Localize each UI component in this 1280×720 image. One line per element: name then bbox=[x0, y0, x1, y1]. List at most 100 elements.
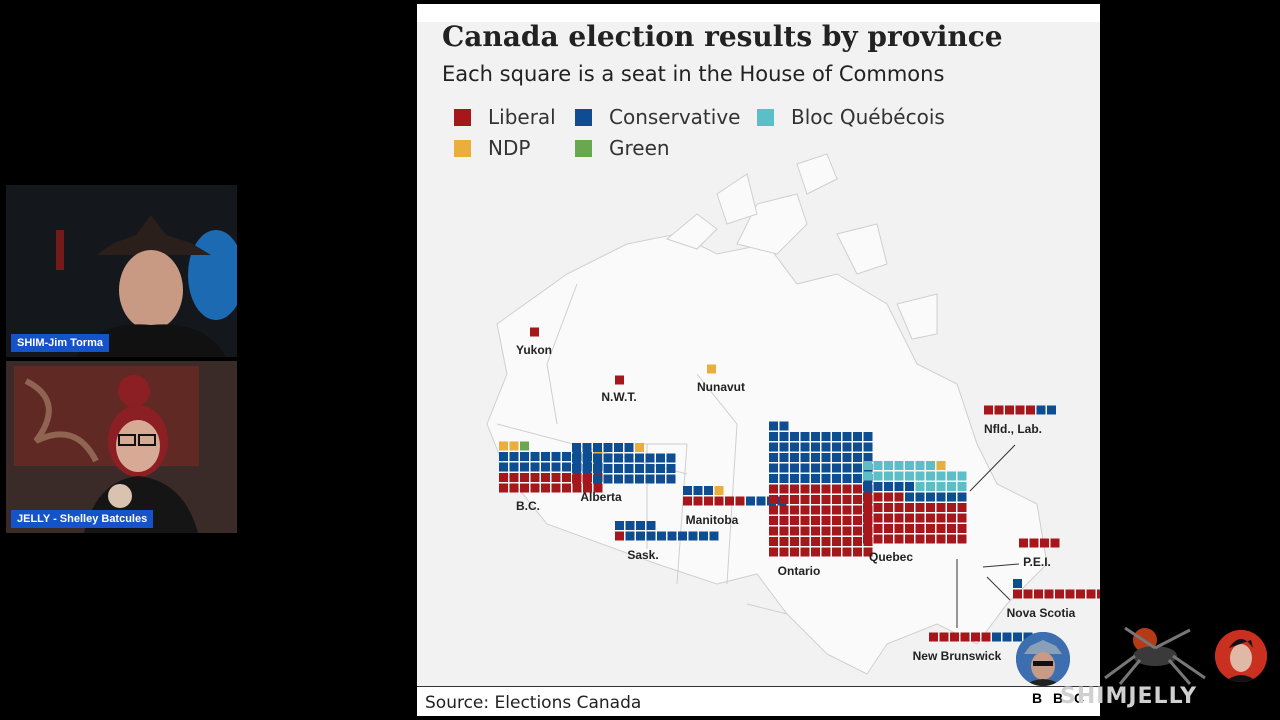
seat-square bbox=[800, 463, 810, 473]
seat-square bbox=[1044, 589, 1054, 599]
seat-square bbox=[821, 537, 831, 546]
seat-square bbox=[769, 484, 778, 494]
seat-square bbox=[905, 513, 914, 523]
participant-name-label: SHIM-Jim Torma bbox=[11, 334, 109, 352]
seat-square bbox=[541, 473, 550, 482]
seat-square bbox=[769, 474, 778, 483]
seat-square bbox=[725, 496, 734, 506]
seat-square bbox=[551, 483, 561, 493]
legend-label: Bloc Québécois bbox=[791, 105, 945, 129]
seat-square bbox=[873, 461, 883, 470]
seat-square bbox=[821, 495, 831, 504]
seat-square bbox=[800, 516, 810, 525]
seat-square bbox=[530, 462, 540, 472]
seat-square bbox=[832, 463, 841, 473]
seat-square bbox=[936, 492, 946, 502]
seat-square bbox=[936, 482, 946, 491]
seat-square bbox=[1097, 589, 1100, 599]
seat-square bbox=[957, 513, 967, 523]
seat-square bbox=[811, 537, 820, 546]
seat-square bbox=[832, 526, 841, 536]
host-avatar bbox=[1016, 632, 1070, 686]
seat-square bbox=[790, 495, 799, 504]
seat-square bbox=[821, 453, 831, 462]
seat-square bbox=[926, 513, 935, 523]
seat-square bbox=[853, 505, 862, 515]
seat-square bbox=[821, 463, 831, 473]
seat-square bbox=[790, 474, 799, 483]
bbc-logo: B B C bbox=[1028, 688, 1088, 708]
seat-square bbox=[894, 492, 904, 502]
seat-square bbox=[832, 516, 841, 525]
seat-square bbox=[624, 453, 634, 463]
province-label: N.W.T. bbox=[601, 390, 636, 404]
seat-square bbox=[873, 503, 883, 512]
seat-square bbox=[779, 526, 789, 536]
seat-square bbox=[693, 496, 703, 506]
seat-square bbox=[894, 503, 904, 512]
seat-square bbox=[984, 405, 993, 415]
seat-square bbox=[821, 474, 831, 483]
seat-square bbox=[863, 453, 873, 462]
seat-square bbox=[800, 537, 810, 546]
seat-square bbox=[1029, 538, 1039, 548]
leader-line bbox=[986, 576, 1011, 601]
seat-square bbox=[657, 531, 666, 541]
province-label: Sask. bbox=[627, 548, 658, 562]
seat-square bbox=[769, 547, 778, 557]
leader-line bbox=[969, 444, 1016, 492]
province-label: P.E.I. bbox=[1023, 555, 1051, 569]
seat-square bbox=[863, 461, 872, 470]
seat-square bbox=[1015, 405, 1025, 415]
seat-square bbox=[832, 505, 841, 515]
participant-video-jelly[interactable]: JELLY - Shelley Batcules bbox=[6, 361, 237, 533]
seat-square bbox=[779, 547, 789, 557]
seat-square bbox=[863, 482, 872, 491]
seat-square bbox=[603, 443, 613, 452]
seat-square bbox=[624, 464, 634, 473]
seat-square bbox=[842, 516, 852, 525]
seat-square bbox=[624, 474, 634, 484]
seat-square bbox=[842, 442, 852, 452]
seat-square bbox=[992, 632, 1001, 642]
seat-square bbox=[853, 484, 862, 494]
seat-square bbox=[842, 484, 852, 494]
seat-square bbox=[821, 505, 831, 515]
seat-square bbox=[894, 482, 904, 491]
seat-square bbox=[593, 474, 602, 484]
seat-square bbox=[614, 474, 623, 484]
seat-square bbox=[884, 471, 893, 481]
seat-square bbox=[947, 503, 956, 512]
seat-square bbox=[957, 503, 967, 512]
seat-square bbox=[915, 471, 925, 481]
seat-square bbox=[842, 432, 852, 441]
seat-square bbox=[863, 534, 872, 544]
seat-square bbox=[821, 442, 831, 452]
seat-square bbox=[645, 464, 655, 473]
chart-source: Source: Elections Canada bbox=[425, 693, 642, 713]
seat-square bbox=[811, 547, 820, 557]
seat-square bbox=[863, 513, 872, 523]
participant-shim-image bbox=[6, 185, 237, 357]
province-label: New Brunswick bbox=[913, 649, 1002, 663]
seat-square bbox=[800, 442, 810, 452]
seat-square bbox=[678, 531, 687, 541]
seat-square bbox=[832, 474, 841, 483]
seat-square bbox=[714, 496, 724, 506]
seat-square bbox=[800, 526, 810, 536]
seat-square bbox=[714, 486, 724, 495]
province-label: Manitoba bbox=[686, 513, 739, 527]
seat-square bbox=[842, 463, 852, 473]
seat-square bbox=[811, 453, 820, 462]
seat-square bbox=[853, 432, 862, 441]
seat-square bbox=[709, 531, 719, 541]
seat-square bbox=[790, 442, 799, 452]
chart-title: Canada election results by province bbox=[442, 20, 1003, 53]
seat-square bbox=[614, 453, 623, 463]
seat-square bbox=[1026, 405, 1035, 415]
seat-square bbox=[853, 526, 862, 536]
participant-video-shim[interactable]: SHIM-Jim Torma bbox=[6, 185, 237, 357]
seat-square bbox=[926, 503, 935, 512]
seat-square bbox=[853, 463, 862, 473]
seat-square bbox=[915, 524, 925, 533]
